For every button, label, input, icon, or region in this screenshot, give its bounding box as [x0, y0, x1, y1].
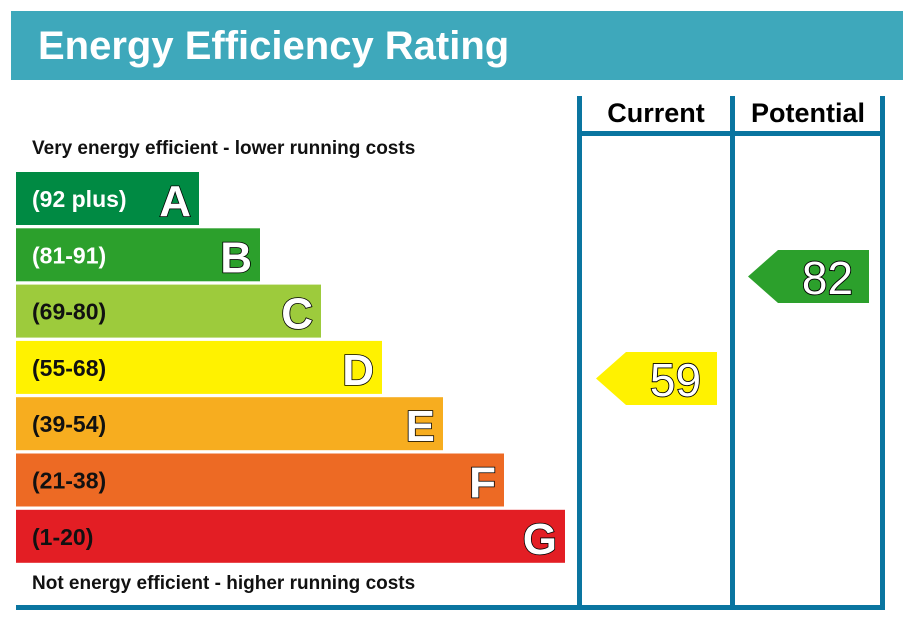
band-letter-G: G	[523, 515, 557, 564]
band-letter-F: F	[469, 459, 496, 508]
column-header-potential: Potential	[751, 98, 865, 128]
current-rating-value: 59	[650, 354, 701, 406]
potential-arrow	[748, 250, 869, 303]
band-letter-E: E	[406, 402, 435, 451]
band-range-B: (81-91)	[32, 242, 106, 268]
band-range-G: (1-20)	[32, 524, 93, 550]
column-header-current: Current	[607, 98, 705, 128]
frame	[16, 96, 885, 610]
band-F	[16, 453, 504, 507]
bottom-note: Not energy efficient - higher running co…	[32, 573, 415, 594]
band-G	[16, 509, 565, 563]
band-letter-A: A	[159, 177, 191, 226]
band-letter-C: C	[281, 290, 313, 339]
band-D	[16, 340, 382, 394]
band-range-A: (92 plus)	[32, 186, 127, 212]
band-letter-B: B	[220, 233, 252, 282]
band-letter-D: D	[342, 346, 374, 395]
band-range-F: (21-38)	[32, 468, 106, 494]
band-range-D: (55-68)	[32, 355, 106, 381]
band-range-E: (39-54)	[32, 411, 106, 437]
chart-title: Energy Efficiency Rating	[38, 24, 509, 68]
band-C	[16, 284, 321, 338]
band-B	[16, 228, 260, 282]
title-bar	[11, 11, 903, 80]
band-A	[16, 172, 199, 225]
band-range-C: (69-80)	[32, 299, 106, 325]
band-E	[16, 397, 443, 451]
top-note: Very energy efficient - lower running co…	[32, 138, 415, 159]
current-arrow	[596, 352, 717, 405]
potential-rating-value: 82	[802, 252, 853, 304]
